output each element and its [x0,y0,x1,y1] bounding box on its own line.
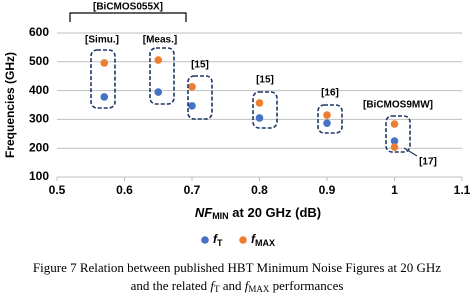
x-tick-label: 0.5 [49,183,66,197]
caption-part: T [214,284,220,294]
point [154,88,163,96]
caption: and the related fT and fMAX performances [131,278,344,294]
caption-part: f [245,278,251,293]
x-tick-label: 0.9 [319,183,336,197]
legend-sub: MAX [255,238,275,248]
y-tick-label: 100 [29,169,49,183]
point [323,119,331,127]
y-axis-label: Frequencies (GHz) [3,52,17,158]
annotation: [16] [321,88,339,99]
point [188,83,196,91]
legend: fT fMAX [201,232,275,248]
point [154,56,163,64]
caption: Figure 7 Relation between published HBT … [33,260,441,275]
x-axis-label: NFMIN at 20 GHz (dB) [195,205,321,221]
y-tick-label: 200 [29,140,49,154]
x-label-sub: MIN [212,211,229,221]
caption-part: performances [269,278,343,293]
x-label-rest: at 20 GHz (dB) [229,205,321,220]
point [323,111,331,119]
y-tick-label: 500 [29,54,49,68]
caption-part: f [210,278,216,293]
annotation-box [90,49,116,109]
legend-name: f [251,232,256,246]
annotation: [15] [256,75,274,86]
y-tick-label: 600 [29,25,49,39]
annotation: [Meas.] [143,35,177,46]
point [255,114,264,122]
annotation-box [385,115,411,153]
caption-part: MAX [248,284,270,294]
legend-name: f [213,232,218,246]
point [390,143,399,151]
legend-sub: T [217,238,223,248]
caption-part: and the related [131,278,211,293]
x-tick-label: 0.7 [184,183,201,197]
point [255,99,264,107]
point [100,93,109,101]
annotation: [17] [419,157,437,168]
point [390,120,399,128]
annotation: [BiCMOS055X] [93,2,163,13]
y-tick-label: 300 [29,112,49,126]
y-tick-label: 400 [29,83,49,97]
x-tick-label: 0.8 [251,183,268,197]
annotation-arrow [403,147,418,157]
legend-label: fMAX [251,232,275,248]
annotation-box [252,91,278,129]
x-label-main: NF [195,205,213,220]
legend-label: fT [213,232,223,248]
legend-marker [201,236,209,244]
annotations: [BiCMOS055X] [Simu.] [Meas.] [15] [15] [… [69,2,437,168]
point [100,59,109,67]
annotation: [Simu.] [85,35,119,46]
x-tick-label: 1.1 [454,183,471,197]
x-tick-label: 0.6 [116,183,133,197]
point [188,102,196,110]
plot-area: 100 200 300 400 500 600 0.5 0.6 0.7 0.8 0.9 1 1.1 [29,25,471,197]
legend-marker [239,236,247,244]
annotation-box [149,47,175,105]
point [390,137,399,145]
annotation: [BiCMOS9MW] [363,100,433,111]
group-bracket [69,12,187,22]
caption-part: and [219,278,244,293]
annotation: [15] [191,60,209,71]
x-tick-label: 1 [391,183,398,197]
annotation-box [187,75,213,120]
annotation-box [317,104,343,134]
